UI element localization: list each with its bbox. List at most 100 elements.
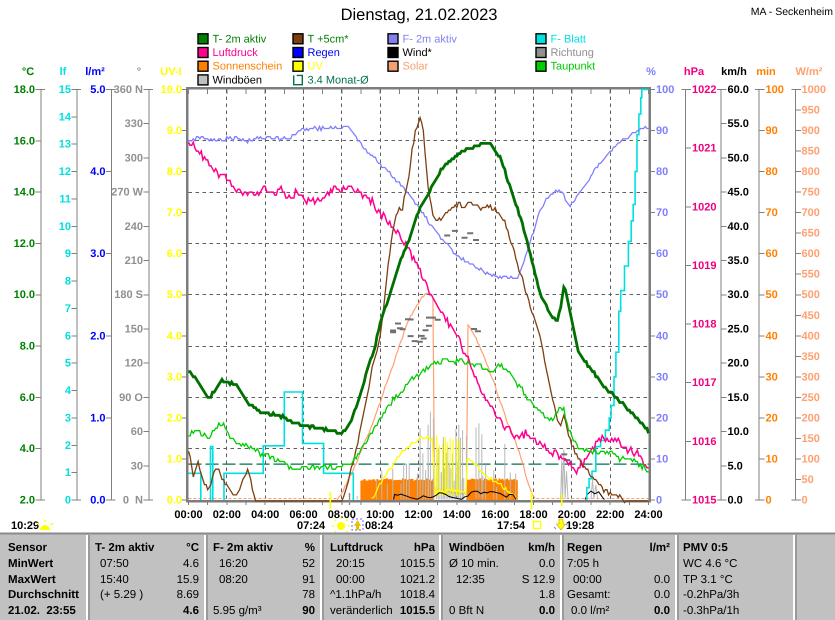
svg-text:00:00: 00:00 bbox=[336, 574, 365, 586]
svg-text:00:00: 00:00 bbox=[174, 509, 202, 521]
svg-text:70: 70 bbox=[656, 207, 668, 219]
svg-text:90: 90 bbox=[656, 125, 668, 137]
svg-text:Sensor: Sensor bbox=[8, 542, 48, 554]
svg-text:200: 200 bbox=[802, 412, 820, 424]
svg-text:Taupunkt: Taupunkt bbox=[551, 61, 596, 73]
svg-text:500: 500 bbox=[802, 289, 820, 301]
svg-text:l/m²: l/m² bbox=[650, 542, 671, 554]
svg-text:Dienstag, 21.02.2023: Dienstag, 21.02.2023 bbox=[341, 6, 498, 24]
svg-text:14.0: 14.0 bbox=[14, 187, 35, 199]
svg-text:60: 60 bbox=[131, 426, 143, 438]
svg-text:5.0: 5.0 bbox=[167, 289, 182, 301]
svg-text:3.4 Monat-Ø: 3.4 Monat-Ø bbox=[308, 74, 370, 86]
svg-text:15.9: 15.9 bbox=[177, 574, 199, 586]
svg-text:Regen: Regen bbox=[567, 542, 602, 554]
svg-text:12:00: 12:00 bbox=[404, 509, 432, 521]
svg-text:30: 30 bbox=[656, 371, 668, 383]
svg-text:1017: 1017 bbox=[692, 377, 716, 389]
svg-text:100: 100 bbox=[802, 453, 820, 465]
svg-text:330: 330 bbox=[125, 118, 143, 130]
svg-text:300: 300 bbox=[125, 152, 143, 164]
svg-text:550: 550 bbox=[802, 269, 820, 281]
svg-text:Regen: Regen bbox=[308, 47, 340, 59]
svg-text:1015.5: 1015.5 bbox=[400, 605, 436, 617]
svg-text:00:00: 00:00 bbox=[573, 574, 602, 586]
svg-text:2.0: 2.0 bbox=[90, 330, 105, 342]
svg-text:0.0: 0.0 bbox=[539, 605, 555, 617]
svg-text:950: 950 bbox=[802, 105, 820, 117]
svg-text:0.0: 0.0 bbox=[654, 574, 670, 586]
svg-text:F- Blatt: F- Blatt bbox=[551, 33, 586, 45]
svg-text:Luftdruck: Luftdruck bbox=[213, 47, 259, 59]
svg-text:Luftdruck: Luftdruck bbox=[330, 542, 384, 554]
svg-text:WC 4.6 °C: WC 4.6 °C bbox=[683, 558, 737, 570]
svg-text:210: 210 bbox=[125, 255, 143, 267]
svg-text:07:50: 07:50 bbox=[100, 558, 129, 570]
svg-text:3.0: 3.0 bbox=[90, 248, 105, 260]
svg-text:90: 90 bbox=[766, 125, 778, 137]
svg-text:F- 2m aktiv: F- 2m aktiv bbox=[403, 33, 458, 45]
svg-text:6.0: 6.0 bbox=[167, 248, 182, 260]
svg-text:15.0: 15.0 bbox=[728, 392, 749, 404]
svg-text:08:20: 08:20 bbox=[219, 574, 248, 586]
svg-text:Ø 10 min.: Ø 10 min. bbox=[449, 558, 499, 570]
svg-text:5.0: 5.0 bbox=[728, 460, 743, 472]
svg-text:8: 8 bbox=[65, 276, 71, 288]
svg-text:07:24: 07:24 bbox=[297, 520, 326, 532]
svg-text:(+ 5.29 ): (+ 5.29 ) bbox=[100, 589, 143, 601]
svg-text:T- 2m aktiv: T- 2m aktiv bbox=[213, 33, 267, 45]
svg-text:400: 400 bbox=[802, 330, 820, 342]
svg-text:78: 78 bbox=[302, 589, 315, 601]
svg-text:35.0: 35.0 bbox=[728, 255, 749, 267]
svg-text:50: 50 bbox=[656, 289, 668, 301]
svg-text:0.0: 0.0 bbox=[539, 558, 555, 570]
svg-text:08:24: 08:24 bbox=[365, 520, 394, 532]
svg-text:2.0: 2.0 bbox=[20, 495, 35, 507]
svg-text:4.0: 4.0 bbox=[167, 330, 182, 342]
svg-text:-0.2hPa/3h: -0.2hPa/3h bbox=[683, 589, 739, 601]
svg-text:1019: 1019 bbox=[692, 260, 716, 272]
svg-text:60.0: 60.0 bbox=[728, 84, 749, 96]
svg-text:7.0: 7.0 bbox=[167, 207, 182, 219]
svg-text:300: 300 bbox=[802, 371, 820, 383]
svg-text:100: 100 bbox=[656, 84, 674, 96]
svg-text:°C: °C bbox=[186, 542, 199, 554]
svg-text:90 O: 90 O bbox=[119, 392, 143, 404]
svg-text:90: 90 bbox=[302, 605, 315, 617]
svg-text:l/m²: l/m² bbox=[85, 66, 105, 78]
svg-text:18:00: 18:00 bbox=[519, 509, 547, 521]
svg-text:45.0: 45.0 bbox=[728, 187, 749, 199]
svg-text:veränderlich: veränderlich bbox=[330, 605, 393, 617]
svg-text:40.0: 40.0 bbox=[728, 221, 749, 233]
svg-text:10: 10 bbox=[59, 221, 71, 233]
svg-text:Richtung: Richtung bbox=[551, 47, 594, 59]
svg-text:15: 15 bbox=[59, 84, 71, 96]
svg-text:900: 900 bbox=[802, 125, 820, 137]
svg-text:3: 3 bbox=[65, 412, 71, 424]
svg-text:hPa: hPa bbox=[684, 66, 705, 78]
svg-text:^1.1hPa/h: ^1.1hPa/h bbox=[330, 589, 381, 601]
svg-text:24:00: 24:00 bbox=[634, 509, 662, 521]
svg-text:Sonnenschein: Sonnenschein bbox=[213, 61, 283, 73]
svg-text:0: 0 bbox=[65, 495, 71, 507]
svg-text:15:40: 15:40 bbox=[100, 574, 129, 586]
svg-text:10: 10 bbox=[766, 453, 778, 465]
svg-text:0: 0 bbox=[656, 495, 662, 507]
svg-text:16:00: 16:00 bbox=[481, 509, 509, 521]
svg-text:10:29: 10:29 bbox=[11, 520, 39, 532]
svg-text:13: 13 bbox=[59, 139, 71, 151]
svg-text:1018: 1018 bbox=[692, 319, 716, 331]
svg-text:0.0: 0.0 bbox=[654, 589, 670, 601]
svg-text:120: 120 bbox=[125, 358, 143, 370]
svg-text:5.95 g/m³: 5.95 g/m³ bbox=[213, 605, 262, 617]
svg-text:1020: 1020 bbox=[692, 201, 716, 213]
svg-text:8.0: 8.0 bbox=[167, 166, 182, 178]
svg-text:F- 2m aktiv: F- 2m aktiv bbox=[213, 542, 274, 554]
svg-text:16:20: 16:20 bbox=[219, 558, 248, 570]
svg-text:100: 100 bbox=[766, 84, 784, 96]
svg-text:14:00: 14:00 bbox=[443, 509, 471, 521]
svg-text:600: 600 bbox=[802, 248, 820, 260]
svg-text:4.0: 4.0 bbox=[20, 443, 35, 455]
svg-text:1: 1 bbox=[65, 467, 71, 479]
svg-text:06:00: 06:00 bbox=[289, 509, 317, 521]
